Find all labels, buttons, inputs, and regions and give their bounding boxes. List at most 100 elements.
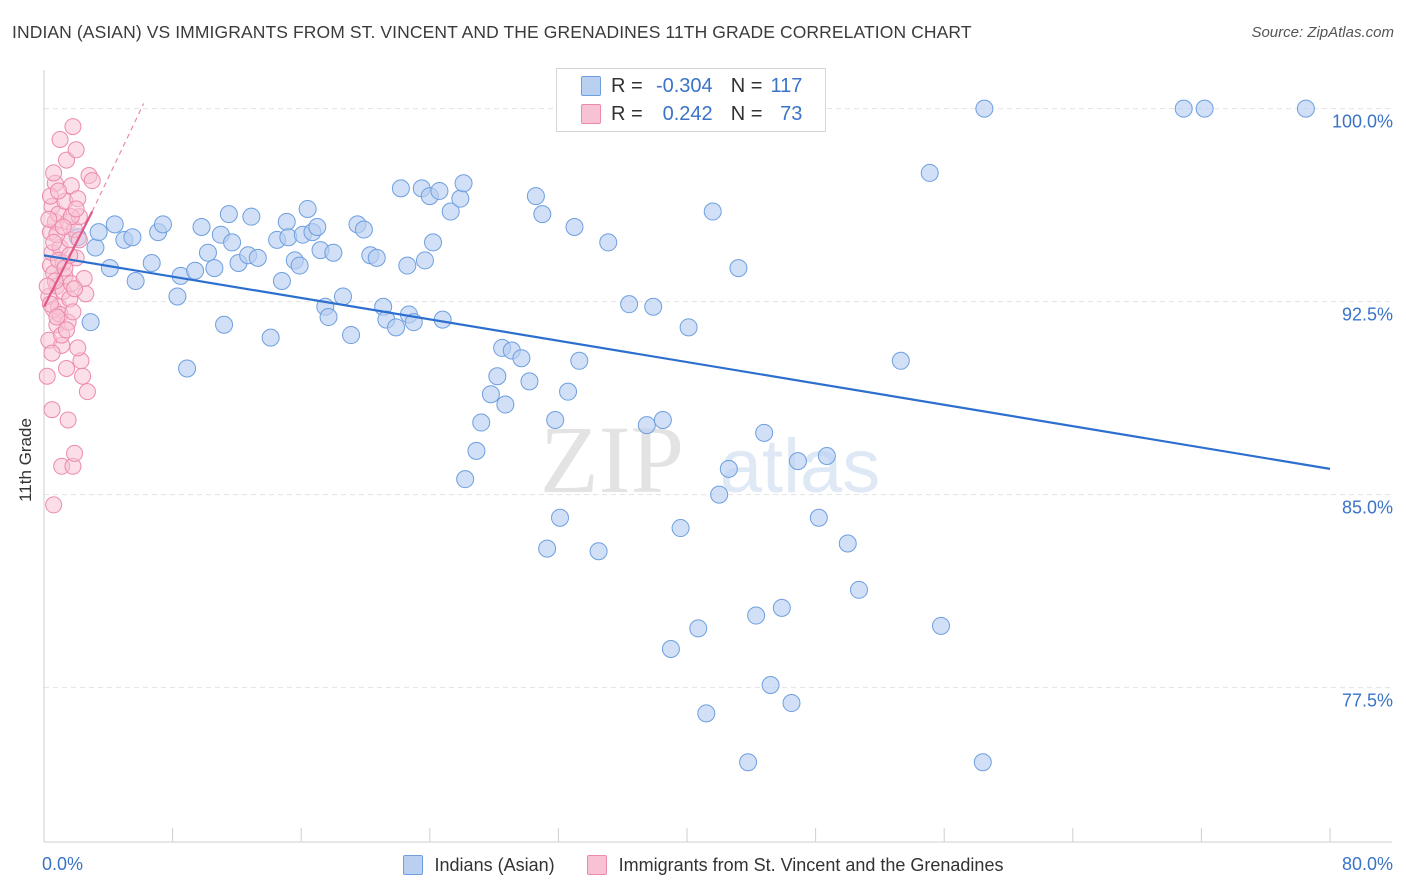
point-indians-asian [89,223,108,242]
point-st-vincent [66,444,84,462]
point-indians-asian [126,272,145,291]
point-indians-asian [496,395,515,414]
point-indians-asian [729,259,748,278]
point-indians-asian [105,215,124,234]
point-indians-asian [973,753,992,772]
point-st-vincent [51,130,69,148]
legend-n-label: N = [730,102,763,125]
y-axis-label: 11th Grade [16,418,35,502]
point-indians-asian [520,372,539,391]
point-indians-asian [710,485,729,504]
point-indians-asian [223,233,242,252]
point-indians-asian [637,416,656,435]
point-indians-asian [679,318,698,337]
point-st-vincent [67,141,85,159]
trend-lines [43,103,1331,470]
legend-r-value: -0.304 [655,74,713,97]
point-indians-asian [391,179,410,198]
y-tick-label: 85.0% [1342,498,1393,518]
legend-n-value: 73 [780,102,803,125]
legend-n-label: N = [730,74,763,97]
point-st-vincent [58,321,76,339]
legend-item-indians: Indians (Asian) [402,854,555,876]
legend-r-value: 0.242 [662,102,713,125]
point-indians-asian [931,616,950,635]
point-indians-asian [570,351,589,370]
trend-line-st-vincent-extension [91,103,145,212]
point-st-vincent [59,411,77,429]
point-indians-asian [809,508,828,527]
point-st-vincent [48,308,66,326]
point-indians-asian [644,297,663,316]
point-indians-asian [1195,99,1214,118]
point-indians-asian [533,205,552,224]
point-st-vincent [67,200,85,218]
point-indians-asian [319,308,338,327]
point-st-vincent [66,280,84,298]
legend-row-st-vincent: R = 0.242 N = 73 [557,100,802,128]
point-st-vincent [54,218,72,236]
legend-label-st-vincent: Immigrants from St. Vincent and the Gren… [618,854,1004,875]
point-indians-asian [324,243,343,262]
trend-line-st-vincent [43,211,94,308]
axes [43,70,1392,843]
point-indians-asian [178,359,197,378]
point-indians-asian [975,99,994,118]
legend-r-label: R = [611,74,643,97]
point-indians-asian [123,228,142,247]
point-indians-asian [467,441,486,460]
legend-swatch-pink [581,104,601,124]
point-indians-asian [538,539,557,558]
grid-lines [44,108,1392,689]
point-indians-asian [1174,99,1193,118]
point-indians-asian [354,220,373,239]
point-indians-asian [186,261,205,280]
point-indians-asian [1296,99,1315,118]
point-indians-asian [168,287,187,306]
x-tick-label-max: 80.0% [1342,854,1393,874]
point-indians-asian [454,174,473,193]
point-indians-asian [290,256,309,275]
point-indians-asian [142,254,161,272]
point-indians-asian [671,519,690,538]
point-indians-asian [415,251,434,270]
point-indians-asian [298,199,317,218]
trend-line-indians-asian [43,254,1331,470]
point-indians-asian [451,189,470,208]
point-indians-asian [817,447,836,465]
point-indians-asian [242,207,261,226]
point-indians-asian [430,181,449,200]
legend-swatch-pink [586,855,607,875]
y-tick-label: 77.5% [1342,691,1393,711]
legend-swatch-blue [402,855,423,875]
source-credit: Source: ZipAtlas.com [1251,24,1394,41]
point-indians-asian [697,704,716,723]
chart-title: INDIAN (ASIAN) VS IMMIGRANTS FROM ST. VI… [12,22,972,42]
point-indians-asian [772,598,791,617]
point-indians-asian [192,217,211,236]
correlation-legend: R = -0.304 N = 117 R = 0.242 N = 73 [556,68,826,132]
point-indians-asian [398,256,417,275]
legend-label-indians: Indians (Asian) [434,854,555,875]
zipatlas-watermark: ZIP atlas [540,406,880,513]
point-st-vincent [70,231,88,249]
point-st-vincent [58,360,76,378]
point-st-vincent [45,233,63,251]
point-indians-asian [739,753,758,772]
point-st-vincent [69,339,87,357]
point-indians-asian [333,287,352,306]
point-indians-asian [719,459,738,478]
point-indians-asian [441,202,460,221]
legend-item-st-vincent: Immigrants from St. Vincent and the Gren… [586,854,1004,876]
point-indians-asian [788,452,807,471]
point-indians-asian [661,640,680,658]
point-indians-asian [472,413,491,432]
point-indians-asian [272,272,291,291]
point-indians-asian [308,217,327,236]
legend-row-indians: R = -0.304 N = 117 [557,72,802,100]
point-st-vincent [45,164,63,182]
point-indians-asian [512,349,531,368]
point-indians-asian [456,470,475,489]
legend-swatch-blue [581,76,601,96]
